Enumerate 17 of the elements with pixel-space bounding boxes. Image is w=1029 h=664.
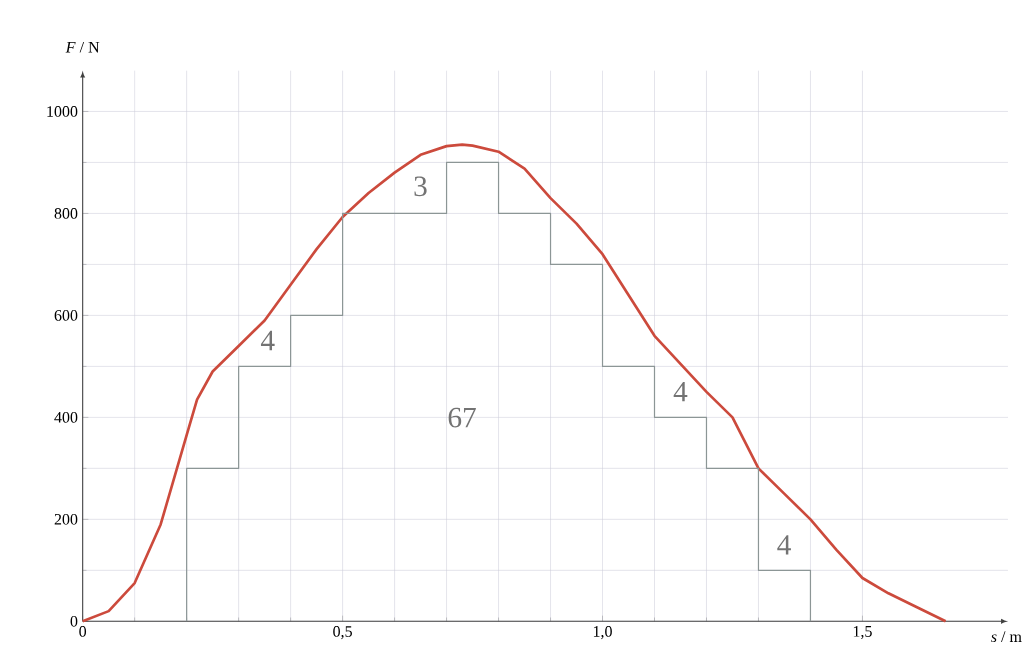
x-tick-label: 1,0 [593, 626, 612, 640]
x-tick-label: 0 [79, 626, 87, 637]
y-tick-label: 400 [54, 411, 78, 423]
annotation: 4 [673, 382, 688, 402]
x-tick-label: 0,5 [333, 626, 352, 640]
x-axis-title: s / m [991, 631, 1022, 643]
y-tick-label: 200 [54, 513, 78, 525]
y-tick-label: 800 [54, 208, 78, 219]
y-tick-label: 0 [70, 615, 78, 627]
x-tick-label: 1,5 [853, 626, 872, 640]
annotation: 3 [414, 176, 427, 197]
y-tick-label: 600 [54, 310, 78, 321]
annotation: 4 [777, 535, 791, 555]
annotation: 4 [260, 330, 275, 351]
y-axis-title: F / N [65, 41, 100, 53]
annotation: 67 [448, 407, 476, 428]
y-tick-label: 1000 [47, 106, 78, 117]
